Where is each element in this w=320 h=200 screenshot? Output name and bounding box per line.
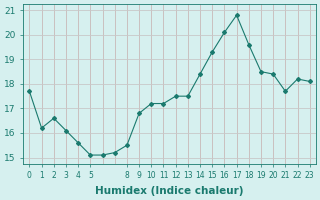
X-axis label: Humidex (Indice chaleur): Humidex (Indice chaleur): [95, 186, 244, 196]
